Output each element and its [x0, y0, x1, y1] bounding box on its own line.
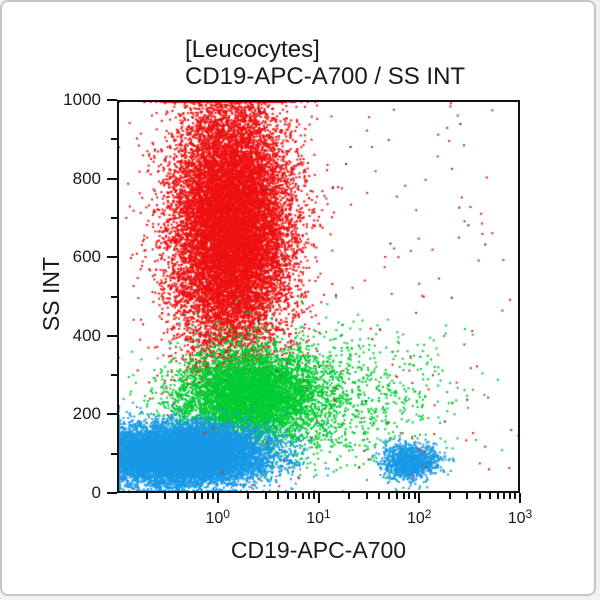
x-minor-tick — [509, 493, 512, 499]
y-tick-label: 400 — [72, 325, 101, 345]
x-tick-label: 101 — [306, 507, 331, 527]
x-minor-tick — [496, 493, 499, 499]
x-minor-tick — [201, 493, 204, 499]
x-minor-tick — [387, 493, 390, 499]
x-minor-tick — [395, 493, 398, 499]
x-tick-label: 100 — [205, 507, 230, 527]
x-minor-tick — [176, 493, 179, 499]
x-major-tick — [216, 493, 219, 503]
x-tick-label: 103 — [507, 507, 533, 527]
plot-frame — [117, 100, 520, 493]
x-minor-tick — [347, 493, 350, 499]
x-minor-tick — [466, 493, 469, 499]
x-minor-tick — [307, 493, 310, 499]
x-minor-tick — [295, 493, 298, 499]
y-tick-label: 0 — [91, 483, 101, 502]
y-major-tick — [107, 334, 117, 337]
y-major-tick — [107, 492, 117, 494]
x-minor-tick — [212, 493, 215, 499]
x-minor-tick — [365, 493, 368, 499]
chart-title-line2: CD19-APC-A700 / SS INT — [185, 63, 466, 90]
x-minor-tick — [301, 493, 304, 499]
x-minor-tick — [247, 493, 250, 499]
x-minor-tick — [378, 493, 381, 499]
x-minor-tick — [194, 493, 197, 499]
y-minor-tick — [111, 452, 117, 455]
x-major-tick — [317, 493, 320, 503]
x-minor-tick — [514, 493, 517, 499]
x-minor-tick — [264, 493, 267, 499]
x-major-tick — [418, 493, 421, 503]
y-tick-label: 800 — [72, 168, 101, 188]
x-tick-label: 102 — [407, 507, 432, 527]
x-minor-tick — [164, 493, 167, 499]
y-tick-label: 600 — [72, 247, 101, 267]
y-minor-tick — [111, 295, 117, 298]
x-minor-tick — [413, 493, 416, 499]
y-minor-tick — [111, 138, 117, 141]
y-minor-tick — [111, 216, 117, 219]
y-tick-label: 200 — [72, 404, 101, 424]
y-major-tick — [107, 256, 117, 259]
y-major-tick — [107, 413, 117, 416]
y-major-tick — [107, 99, 117, 101]
y-major-tick — [107, 177, 117, 180]
y-minor-tick — [111, 374, 117, 377]
scatter-dots-canvas — [119, 102, 518, 491]
x-minor-tick — [448, 493, 451, 499]
x-minor-tick — [287, 493, 290, 499]
x-minor-tick — [186, 493, 189, 499]
x-minor-tick — [277, 493, 280, 499]
x-minor-tick — [408, 493, 411, 499]
x-minor-tick — [146, 493, 149, 499]
x-major-tick — [519, 493, 521, 503]
chart-title: [Leucocytes] CD19-APC-A700 / SS INT — [185, 36, 465, 90]
chart-title-line1: [Leucocytes] — [185, 36, 320, 63]
x-axis-label: CD19-APC-A700 — [230, 537, 407, 563]
x-minor-tick — [478, 493, 481, 499]
x-minor-tick — [402, 493, 405, 499]
x-minor-tick — [488, 493, 491, 499]
x-minor-tick — [503, 493, 506, 499]
y-tick-label: 1000 — [63, 90, 101, 109]
y-axis-label: SS INT — [38, 256, 64, 332]
x-minor-tick — [312, 493, 315, 499]
x-minor-tick — [206, 493, 209, 499]
